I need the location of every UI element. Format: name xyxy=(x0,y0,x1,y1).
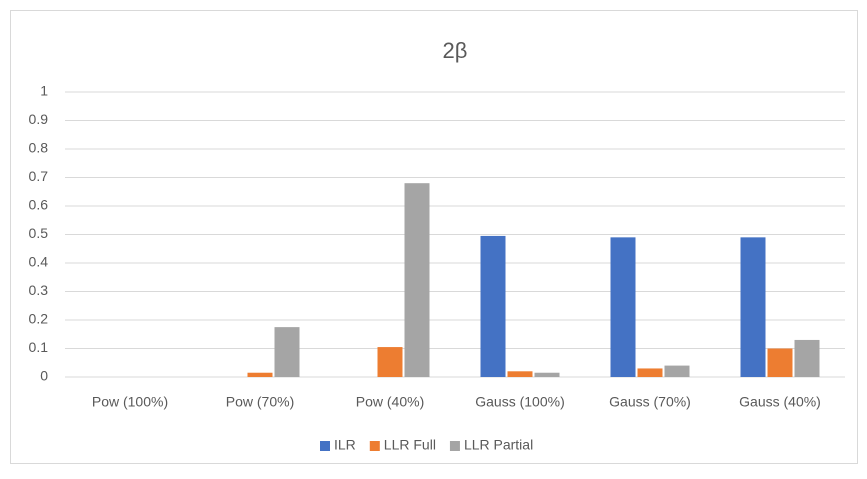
y-tick-label: 0.2 xyxy=(29,311,49,327)
legend-label: LLR Partial xyxy=(464,437,533,453)
x-tick-label: Pow (40%) xyxy=(356,394,424,410)
bar xyxy=(507,371,533,377)
chart-title: 2β xyxy=(443,38,468,63)
legend-swatch xyxy=(449,441,460,451)
x-tick-label: Gauss (100%) xyxy=(475,394,564,410)
y-tick-label: 0 xyxy=(40,368,48,384)
y-tick-label: 0.9 xyxy=(29,111,49,127)
bar xyxy=(794,339,820,377)
x-tick-label: Pow (100%) xyxy=(92,394,168,410)
x-tick-label: Gauss (70%) xyxy=(609,394,691,410)
y-tick-label: 0.5 xyxy=(29,225,49,241)
legend-label: LLR Full xyxy=(384,437,436,453)
bar xyxy=(610,237,636,377)
chart-border xyxy=(10,10,858,464)
y-tick-label: 0.7 xyxy=(29,168,49,184)
bar xyxy=(480,235,506,377)
bar xyxy=(664,365,690,377)
legend-swatch xyxy=(320,441,330,451)
y-tick-label: 0.4 xyxy=(29,254,49,270)
bar xyxy=(377,347,403,377)
legend-label: ILR xyxy=(334,437,356,453)
legend-swatch xyxy=(369,441,380,451)
x-tick-label: Pow (70%) xyxy=(226,394,294,410)
bar xyxy=(740,237,766,377)
x-tick-label: Gauss (40%) xyxy=(739,394,821,410)
bar xyxy=(404,183,430,377)
y-tick-label: 0.3 xyxy=(29,282,49,298)
y-tick-label: 0.8 xyxy=(29,140,49,156)
bar xyxy=(534,372,560,377)
bar xyxy=(637,368,663,377)
bar xyxy=(247,372,273,377)
y-tick-label: 1 xyxy=(40,83,48,99)
y-tick-label: 0.1 xyxy=(29,339,49,355)
y-tick-label: 0.6 xyxy=(29,197,49,213)
bar xyxy=(274,327,300,377)
bar xyxy=(767,348,793,377)
